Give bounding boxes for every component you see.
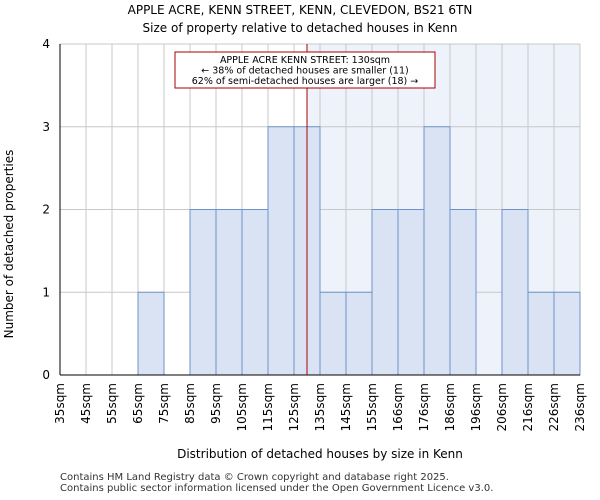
chart-title: APPLE ACRE, KENN STREET, KENN, CLEVEDON,… (128, 3, 473, 17)
x-tick-label: 236sqm (573, 383, 587, 431)
x-tick-label: 65sqm (131, 383, 145, 424)
x-axis-label: Distribution of detached houses by size … (177, 447, 463, 461)
x-tick-label: 115sqm (261, 383, 275, 431)
bar (527, 291, 555, 376)
x-tick-label: 176sqm (417, 383, 431, 431)
bar (371, 209, 399, 376)
x-tick-label: 206sqm (495, 383, 509, 431)
bar (345, 291, 373, 376)
x-tick-label: 45sqm (79, 383, 93, 424)
bar (553, 291, 581, 376)
bar (137, 291, 165, 376)
bar (189, 209, 217, 376)
x-tick-label: 95sqm (209, 383, 223, 424)
x-tick-label: 35sqm (53, 383, 67, 424)
bar (449, 209, 477, 376)
footer-line-2: Contains public sector information licen… (60, 483, 494, 494)
x-tick-label: 75sqm (157, 383, 171, 424)
bar (267, 126, 295, 376)
bar (215, 209, 243, 376)
bar (319, 291, 347, 376)
y-tick-label: 3 (42, 120, 50, 134)
plot-area: 0 1 2 3 4 35sqm 45sqm 55sqm 65sqm 75sqm 85sqm 95sqm… (42, 37, 587, 431)
x-tick-label: 85sqm (183, 383, 197, 424)
x-tick-label: 135sqm (313, 383, 327, 431)
footer: Contains HM Land Registry data © Crown c… (60, 472, 493, 494)
bar (501, 209, 529, 376)
bar (423, 126, 451, 376)
y-tick-label: 1 (42, 285, 50, 299)
annotation-line: APPLE ACRE KENN STREET: 130sqm (220, 55, 390, 66)
y-tick-label: 0 (42, 368, 50, 382)
annotation-line: 62% of semi-detached houses are larger (… (192, 76, 419, 87)
x-tick-label: 105sqm (235, 383, 249, 431)
bar (397, 209, 425, 376)
y-tick-label: 4 (42, 37, 50, 51)
footer-line-1: Contains HM Land Registry data © Crown c… (60, 472, 449, 483)
x-tick-label: 125sqm (287, 383, 301, 431)
x-tick-label: 196sqm (469, 383, 483, 431)
chart-subtitle: Size of property relative to detached ho… (143, 21, 458, 35)
annotation-line: ← 38% of detached houses are smaller (11… (201, 66, 408, 77)
x-tick-label: 216sqm (521, 383, 535, 431)
bar (241, 209, 269, 376)
x-tick-label: 145sqm (339, 383, 353, 431)
annotation-box (174, 51, 436, 89)
x-tick-label: 166sqm (391, 383, 405, 431)
x-tick-label: 226sqm (547, 383, 561, 431)
x-tick-label: 155sqm (365, 383, 379, 431)
x-tick-label: 186sqm (443, 383, 457, 431)
x-tick-label: 55sqm (105, 383, 119, 424)
y-tick-label: 2 (42, 203, 50, 217)
y-axis-label: Number of detached properties (2, 150, 16, 339)
